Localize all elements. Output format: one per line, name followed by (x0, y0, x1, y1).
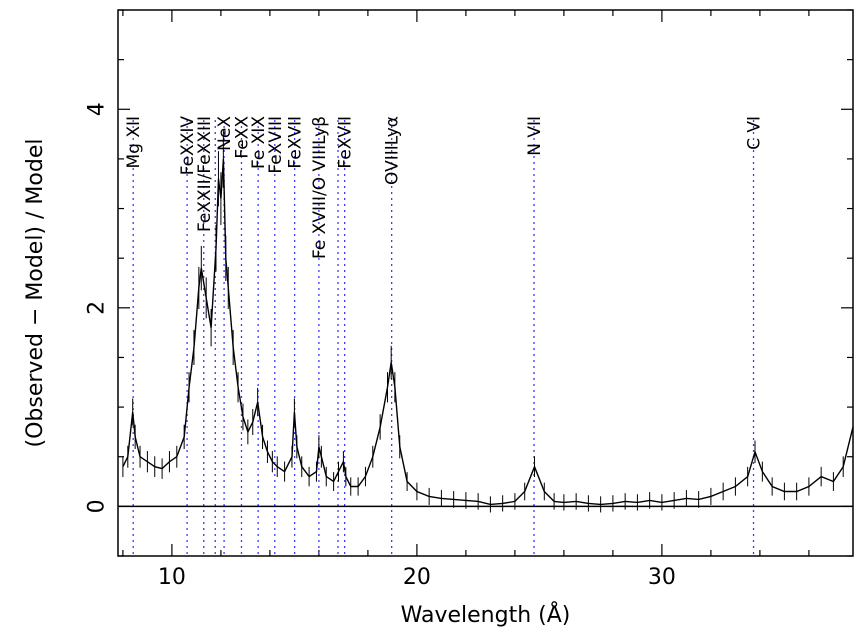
line-label: Fe XVIII/O VIIILyβ (310, 116, 330, 259)
y-tick-label: 2 (85, 301, 110, 315)
line-label: N VII (525, 116, 545, 156)
x-tick-label: 10 (158, 565, 186, 590)
line-markers-layer (132, 120, 755, 556)
y-tick-label: 4 (85, 102, 110, 116)
line-label: FeXVII (336, 116, 356, 169)
line-label: OVIIILyα (383, 116, 403, 185)
spectrum-series-line (122, 158, 854, 506)
y-axis-title: (Observed − Model) / Model (23, 139, 48, 448)
line-label: NeX (215, 116, 235, 151)
data-layer (122, 130, 854, 513)
x-axis-title: Wavelength (Å) (401, 601, 571, 628)
y-tick-label: 0 (85, 499, 110, 513)
line-label: FeXXIV (178, 116, 198, 176)
line-label: FeXX (232, 116, 252, 159)
line-label: FeXVII (286, 116, 306, 169)
line-label: C VI (745, 116, 765, 150)
plot-frame (117, 9, 854, 557)
line-label: Fe XIX (249, 116, 269, 169)
line-label: FeXVIII (266, 116, 286, 174)
line-label: FeXXII/FeXXIII (195, 116, 215, 232)
x-tick-label: 20 (403, 565, 431, 590)
x-tick-label: 30 (648, 565, 676, 590)
ticks-layer: 10 20 30 0 2 4 (85, 9, 853, 590)
line-label: Mg XII (124, 116, 144, 169)
